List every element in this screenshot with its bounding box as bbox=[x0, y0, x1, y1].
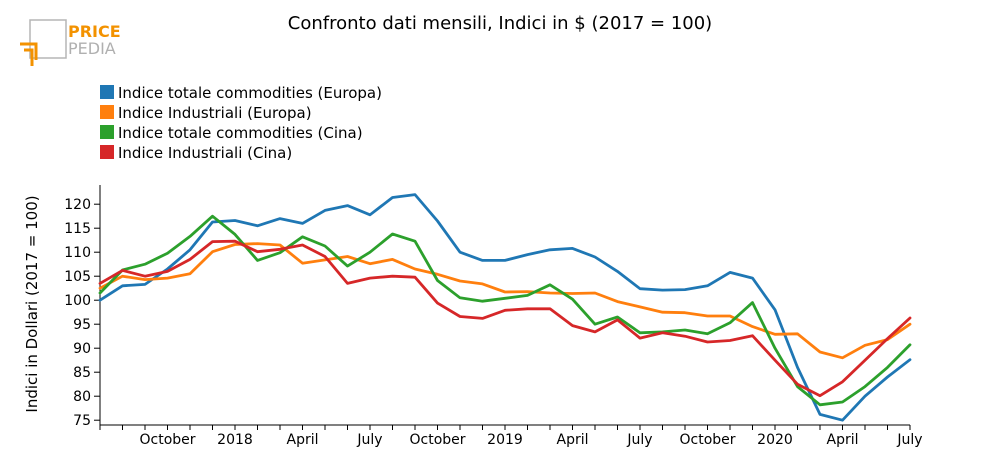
legend: Indice totale commodities (Europa) Indic… bbox=[100, 84, 382, 162]
legend-swatch bbox=[100, 125, 114, 139]
y-axis-label: Indici in Dollari (2017 = 100) bbox=[23, 195, 41, 412]
y-tick-label: 95 bbox=[73, 317, 91, 333]
x-tick-label: July bbox=[896, 432, 922, 448]
x-tick-label: July bbox=[356, 432, 382, 448]
y-tick-label: 120 bbox=[64, 197, 91, 213]
y-tick-label: 90 bbox=[73, 341, 91, 357]
chart-title: Confronto dati mensili, Indici in $ (201… bbox=[288, 13, 712, 34]
x-tick-label: 2019 bbox=[487, 432, 523, 448]
series-line bbox=[98, 242, 912, 360]
series-line bbox=[98, 193, 912, 422]
y-tick-label: 85 bbox=[73, 365, 91, 381]
legend-label: Indice Industriali (Cina) bbox=[118, 144, 292, 162]
x-tick-label: 2020 bbox=[757, 432, 793, 448]
y-tick-label: 115 bbox=[64, 221, 91, 237]
y-tick-label: 75 bbox=[73, 413, 91, 429]
logo-bracket-upper bbox=[20, 42, 38, 60]
legend-label: Indice Industriali (Europa) bbox=[118, 104, 312, 122]
legend-swatch bbox=[100, 85, 114, 99]
x-tick-label: April bbox=[287, 432, 319, 448]
pricepedia-logo: PRICE PEDIA bbox=[20, 19, 121, 66]
legend-entry: Indice Industriali (Cina) bbox=[100, 144, 292, 162]
logo-text-price: PRICE bbox=[68, 22, 121, 41]
y-tick-label: 80 bbox=[73, 389, 91, 405]
series-line bbox=[98, 214, 912, 407]
x-tick-label: 2018 bbox=[217, 432, 253, 448]
legend-label: Indice totale commodities (Europa) bbox=[118, 84, 382, 102]
legend-entry: Indice totale commodities (Europa) bbox=[100, 84, 382, 102]
legend-entry: Indice totale commodities (Cina) bbox=[100, 124, 363, 142]
y-ticks: 75 80 85 90 95 100 105 110 115 120 bbox=[64, 197, 100, 429]
legend-swatch bbox=[100, 105, 114, 119]
logo-text-pedia: PEDIA bbox=[68, 39, 116, 58]
x-tick-label: October bbox=[139, 432, 195, 448]
legend-label: Indice totale commodities (Cina) bbox=[118, 124, 363, 142]
series-lines bbox=[98, 193, 912, 422]
x-tick-label: October bbox=[679, 432, 735, 448]
logo-frame-outer bbox=[29, 19, 67, 59]
y-tick-label: 100 bbox=[64, 293, 91, 309]
x-tick-label: April bbox=[827, 432, 859, 448]
logo-bracket-lower bbox=[24, 48, 34, 66]
series-line bbox=[98, 239, 912, 398]
x-tick-label: April bbox=[557, 432, 589, 448]
legend-swatch bbox=[100, 145, 114, 159]
x-ticks: October 2018 April July October 2019 April July… bbox=[99, 425, 923, 448]
x-tick-label: October bbox=[409, 432, 465, 448]
x-tick-label: July bbox=[626, 432, 652, 448]
legend-entry: Indice Industriali (Europa) bbox=[100, 104, 312, 122]
y-tick-label: 105 bbox=[64, 269, 91, 285]
y-tick-label: 110 bbox=[64, 245, 91, 261]
